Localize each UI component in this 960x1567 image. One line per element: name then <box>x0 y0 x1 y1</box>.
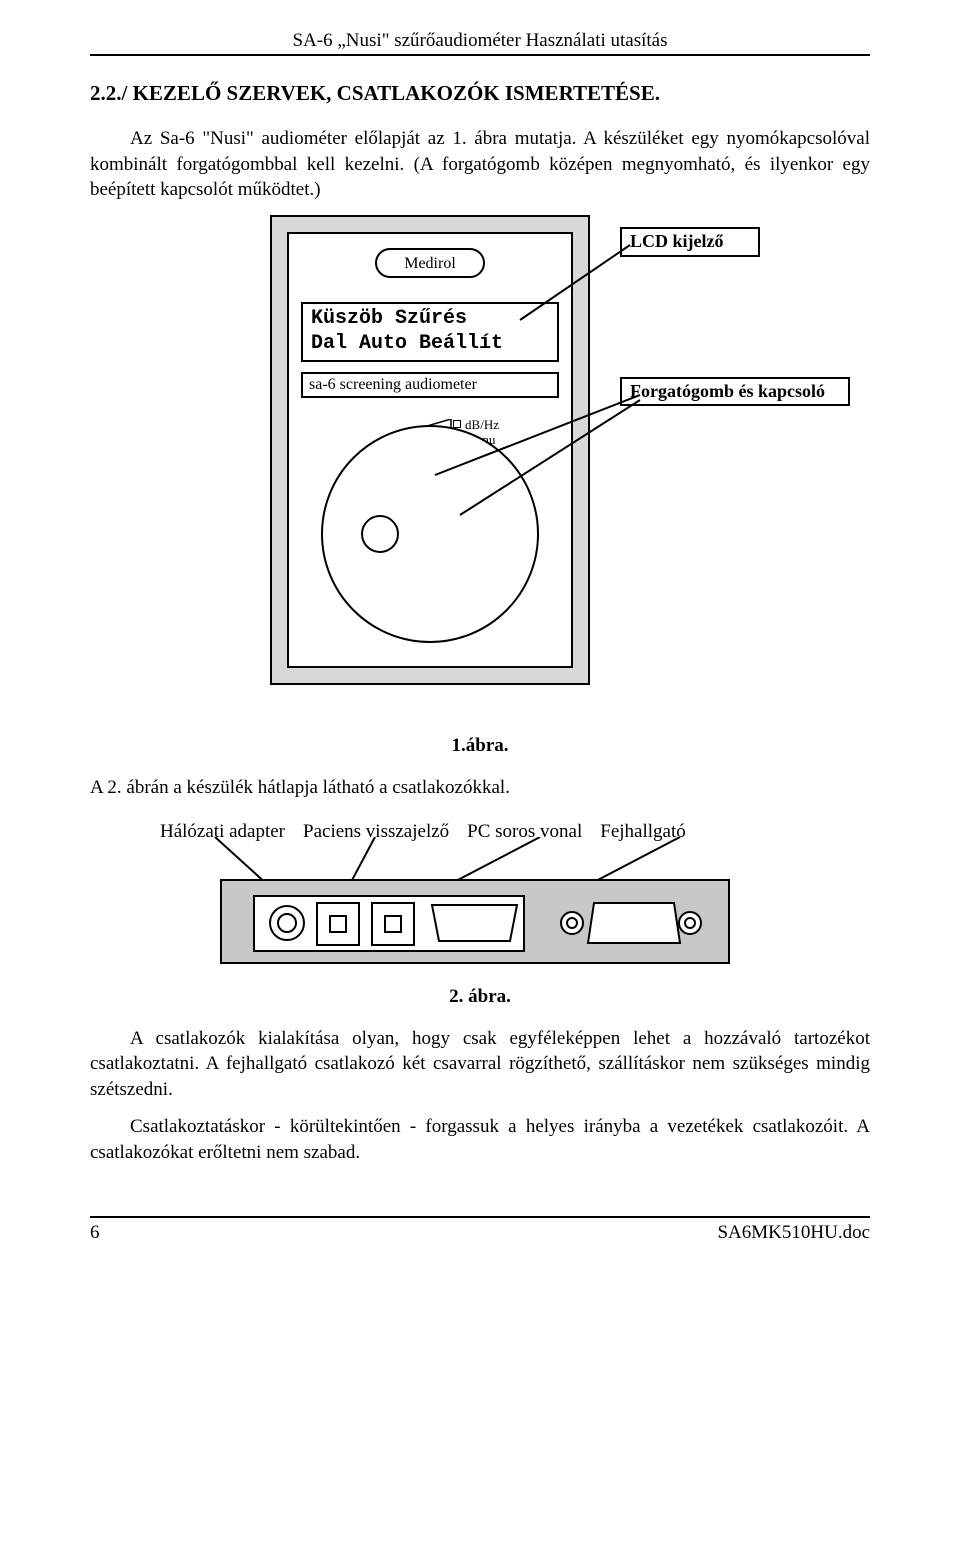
figure-1: Medirol Küszöb Szűrés Dal Auto Beállít s… <box>90 215 870 725</box>
page-footer: 6 SA6MK510HU.doc <box>90 1216 870 1244</box>
page-header-title: SA-6 „Nusi" szűrőaudiométer Használati u… <box>90 30 870 52</box>
paragraph-3: A csatlakozók kialakítása olyan, hogy cs… <box>90 1026 870 1103</box>
rear-panel-connectors <box>222 881 732 966</box>
document-page: SA-6 „Nusi" szűrőaudiométer Használati u… <box>0 0 960 1274</box>
figure-2 <box>220 851 730 976</box>
paragraph-2: A 2. ábrán a készülék hátlapja látható a… <box>90 775 870 801</box>
paragraph-4: Csatlakoztatáskor - körültekintően - for… <box>90 1114 870 1165</box>
rear-panel <box>220 879 730 964</box>
figure2-caption: 2. ábra. <box>90 986 870 1008</box>
figure1-caption: 1.ábra. <box>90 735 870 757</box>
header-rule <box>90 54 870 56</box>
section-heading: 2.2./ KEZELŐ SZERVEK, CSATLAKOZÓK ISMERT… <box>90 81 870 106</box>
callout-lines <box>90 215 890 725</box>
file-name: SA6MK510HU.doc <box>717 1222 870 1244</box>
page-number: 6 <box>90 1222 100 1244</box>
paragraph-1: Az Sa-6 "Nusi" audiométer előlapját az 1… <box>90 126 870 203</box>
